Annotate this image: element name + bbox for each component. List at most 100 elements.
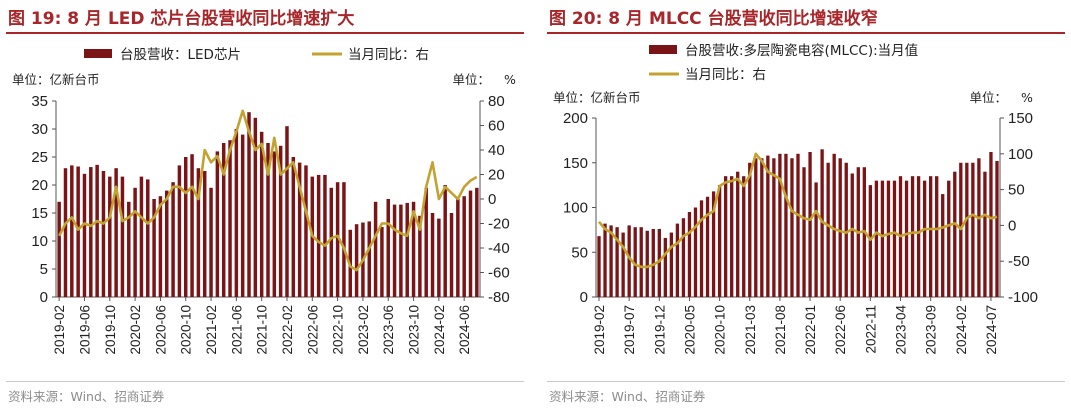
x-tick-label: 2024-02 <box>954 305 969 355</box>
right-tick-label: 0 <box>488 191 496 208</box>
bar <box>983 171 987 297</box>
legend-label: 当月同比：右 <box>685 67 766 83</box>
bar <box>832 153 836 297</box>
bar <box>196 168 201 297</box>
bar <box>297 162 302 297</box>
x-tick-label: 2020-02 <box>128 305 143 355</box>
left-tick-label: 10 <box>31 233 48 250</box>
x-tick-label: 2023-02 <box>356 305 371 355</box>
bar <box>687 211 692 297</box>
source-note: 资料来源：Wind、招商证券 <box>8 389 165 404</box>
right-axis-unit-symbol: % <box>1021 90 1033 105</box>
bar <box>171 182 175 297</box>
x-tick-label: 2020-05 <box>682 305 697 355</box>
bar <box>748 162 752 297</box>
bar <box>272 151 277 297</box>
legend-bar-swatch <box>84 49 112 58</box>
legend-label: 当月同比：右 <box>348 47 429 63</box>
bar <box>844 162 848 297</box>
bar <box>240 134 245 297</box>
bar <box>627 225 631 297</box>
bar <box>766 155 770 297</box>
bar <box>386 199 390 297</box>
bar <box>971 162 975 297</box>
bar <box>754 158 758 297</box>
bar <box>342 182 346 297</box>
bar <box>449 213 454 297</box>
x-tick-label: 2024-02 <box>432 305 447 355</box>
bar <box>693 207 698 297</box>
bar <box>323 174 327 297</box>
right-tick-label: -60 <box>488 265 510 282</box>
bar <box>165 190 169 297</box>
bar <box>669 232 674 297</box>
bar <box>723 176 728 297</box>
left-tick-label: 15 <box>31 205 48 222</box>
bar <box>259 131 264 297</box>
bar <box>663 237 668 297</box>
bar <box>886 180 891 297</box>
bar <box>367 221 371 297</box>
bar <box>880 180 885 297</box>
bar <box>456 199 460 297</box>
right-tick-label: 80 <box>488 93 505 110</box>
bar <box>615 227 619 297</box>
right-tick-label: 0 <box>1008 217 1016 234</box>
bar <box>399 204 403 297</box>
bar <box>935 176 939 297</box>
bar <box>475 187 479 297</box>
bar <box>437 218 441 297</box>
x-tick-label: 2021-10 <box>255 305 270 355</box>
bar <box>285 126 289 297</box>
bar <box>133 187 137 297</box>
bar <box>405 202 409 297</box>
bar <box>953 171 957 297</box>
bar <box>681 218 686 297</box>
bar <box>152 199 156 297</box>
bar <box>778 153 782 297</box>
bar <box>177 165 182 297</box>
x-tick-label: 2020-10 <box>713 305 728 355</box>
x-tick-label: 2022-02 <box>280 305 295 355</box>
figure-title: 图 19: 8 月 LED 芯片台股营收同比增速扩大 <box>8 9 355 29</box>
bar <box>76 166 80 297</box>
right-tick-label: 100 <box>1008 146 1033 163</box>
left-axis-unit: 单位：亿新台币 <box>12 72 100 87</box>
bar <box>639 227 643 297</box>
right-axis-unit: 单位： <box>969 90 1007 105</box>
right-tick-label: -20 <box>488 216 510 233</box>
left-tick-label: 0 <box>580 289 588 306</box>
bar <box>675 223 680 297</box>
bar <box>139 176 144 297</box>
bar <box>291 157 296 297</box>
right-tick-label: -50 <box>1008 253 1030 270</box>
led-chip-revenue-chart: 台股营收：LED芯片 当月同比：右单位：亿新台币 单位： % 0 5 10 15 20 25 30 3… <box>12 47 516 355</box>
left-tick-label: 20 <box>31 177 48 194</box>
bar <box>947 180 951 297</box>
yoy-growth-line <box>58 109 478 272</box>
bar <box>127 201 131 297</box>
bar <box>814 182 818 297</box>
x-tick-label: 2023-10 <box>407 305 422 355</box>
right-tick-label: 150 <box>1008 110 1033 127</box>
x-tick-label: 2020-10 <box>179 305 194 355</box>
bar <box>965 162 969 297</box>
bar <box>221 143 226 297</box>
x-tick-label: 2022-01 <box>803 305 818 355</box>
bar <box>772 158 776 297</box>
x-tick-label: 2024-06 <box>457 305 472 355</box>
bar <box>462 196 466 297</box>
left-tick-label: 5 <box>40 261 48 278</box>
bar <box>826 162 830 297</box>
bar <box>928 176 933 297</box>
x-tick-label: 2020-06 <box>153 305 168 355</box>
bar <box>868 185 873 297</box>
bar <box>645 230 649 297</box>
bar <box>114 168 118 297</box>
bar <box>57 201 61 297</box>
bar <box>468 190 473 297</box>
bar <box>874 180 879 297</box>
right-tick-label: 40 <box>488 142 505 159</box>
bar <box>443 185 447 297</box>
bar <box>418 215 422 297</box>
